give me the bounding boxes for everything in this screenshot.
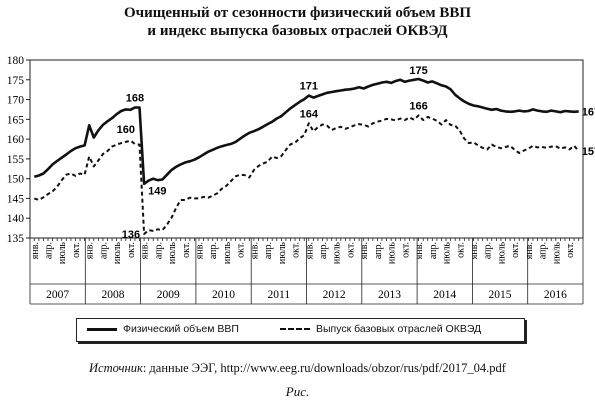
x-tick-label-year: 2008 [101,289,124,301]
x-tick-label-month: апр. [318,242,329,259]
data-label: 149 [148,186,166,198]
x-tick-label-month: июль [222,242,233,265]
x-tick-label-year: 2011 [268,289,291,301]
x-tick-label-month: июль [112,242,123,265]
x-tick-label-month: окт. [126,242,137,258]
x-tick-label-month: апр. [98,242,109,259]
figure-caption: Рис. [285,384,310,399]
y-tick-label: 170 [7,95,25,107]
x-tick-label-month: янв. [85,242,96,259]
x-tick-label-year: 2009 [157,289,180,301]
x-tick-label-year: 2014 [433,289,456,301]
legend-swatch-dashed [280,328,310,330]
y-tick-label: 135 [7,233,25,245]
x-tick-label-month: окт. [510,242,521,258]
x-tick-label-year: 2010 [212,289,235,301]
x-tick-label-month: янв. [469,242,480,259]
data-label: 136 [122,229,140,241]
data-label: 160 [117,124,135,136]
x-tick-label-month: окт. [236,242,247,258]
data-label: 171 [300,81,318,93]
x-tick-label-month: апр. [44,242,55,259]
chart-title: Очищенный от сезонности физический объем… [0,4,595,40]
x-tick-label-month: апр. [208,242,219,259]
x-tick-label-year: 2016 [544,289,567,301]
series-line-okved [33,114,580,235]
x-tick-label-month: апр. [538,242,549,259]
x-tick-label-month: окт. [345,242,356,258]
chart-legend: Физический объем ВВП Выпуск базовых отра… [76,318,525,342]
x-tick-label-month: апр. [153,242,164,259]
y-tick-label: 150 [7,174,25,186]
x-tick-label-month: окт. [291,242,302,258]
y-tick-label: 160 [7,134,25,146]
x-tick-label-month: июль [277,242,288,265]
legend-swatch-solid [87,327,117,331]
series-line-gdp [33,77,579,186]
y-tick-label: 165 [7,114,25,126]
x-tick-label-month: июль [551,242,562,265]
x-tick-label-year: 2012 [323,289,346,301]
x-tick-label-year: 2015 [489,289,512,301]
y-tick-label: 140 [7,213,25,225]
x-tick-label-month: янв. [414,242,425,259]
x-tick-label-month: июль [387,242,398,265]
x-tick-label-month: янв. [524,242,535,259]
x-tick-label-year: 2013 [378,289,401,301]
source-text: : данные ЭЭГ, http://www.eeg.ru/download… [142,361,506,375]
legend-item-okved: Выпуск базовых отраслей ОКВЭД [280,323,481,335]
x-tick-label-month: июль [57,242,68,265]
x-tick-label-month: янв. [249,242,260,259]
x-tick-label-month: окт. [181,242,192,258]
source-label: Источник [89,361,143,375]
data-label: 166 [409,100,427,112]
y-tick-label: 180 [7,55,25,67]
chart-title-line-1: Очищенный от сезонности физический объем… [123,5,472,21]
y-tick-label: 145 [7,193,25,205]
legend-item-gdp: Физический объем ВВП [87,323,239,335]
x-tick-label-month: окт. [400,242,411,258]
legend-label-okved: Выпуск базовых отраслей ОКВЭД [316,323,482,335]
x-tick-label-month: янв. [30,242,41,259]
data-label: 168 [126,92,144,104]
x-tick-label-month: янв. [304,242,315,259]
y-tick-label: 175 [7,75,25,87]
x-tick-label-month: июль [332,242,343,265]
x-tick-label-month: окт. [455,242,466,258]
data-label: 157 [582,146,595,158]
x-tick-label-month: янв. [140,242,151,259]
source-note: Источник: данные ЭЭГ, http://www.eeg.ru/… [0,361,595,376]
y-tick-label: 155 [7,154,25,166]
x-tick-label-month: янв. [194,242,205,259]
x-tick-label-month: апр. [428,242,439,259]
x-tick-label-month: окт. [565,242,576,258]
x-tick-label-month: апр. [373,242,384,259]
x-tick-label-month: июль [496,242,507,265]
x-tick-label-year: 2007 [46,289,69,301]
x-tick-label-month: окт. [71,242,82,258]
x-tick-label-month: апр. [263,242,274,259]
chart-title-line-2: и индекс выпуска базовых отраслей ОКВЭД [147,23,448,39]
x-tick-label-month: янв. [359,242,370,259]
data-label: 164 [300,108,319,120]
legend-label-gdp: Физический объем ВВП [123,323,239,335]
x-tick-label-month: апр. [483,242,494,259]
data-label: 167 [582,106,595,118]
x-tick-label-month: июль [167,242,178,265]
x-tick-label-month: июль [442,242,453,265]
data-label: 175 [409,65,427,77]
